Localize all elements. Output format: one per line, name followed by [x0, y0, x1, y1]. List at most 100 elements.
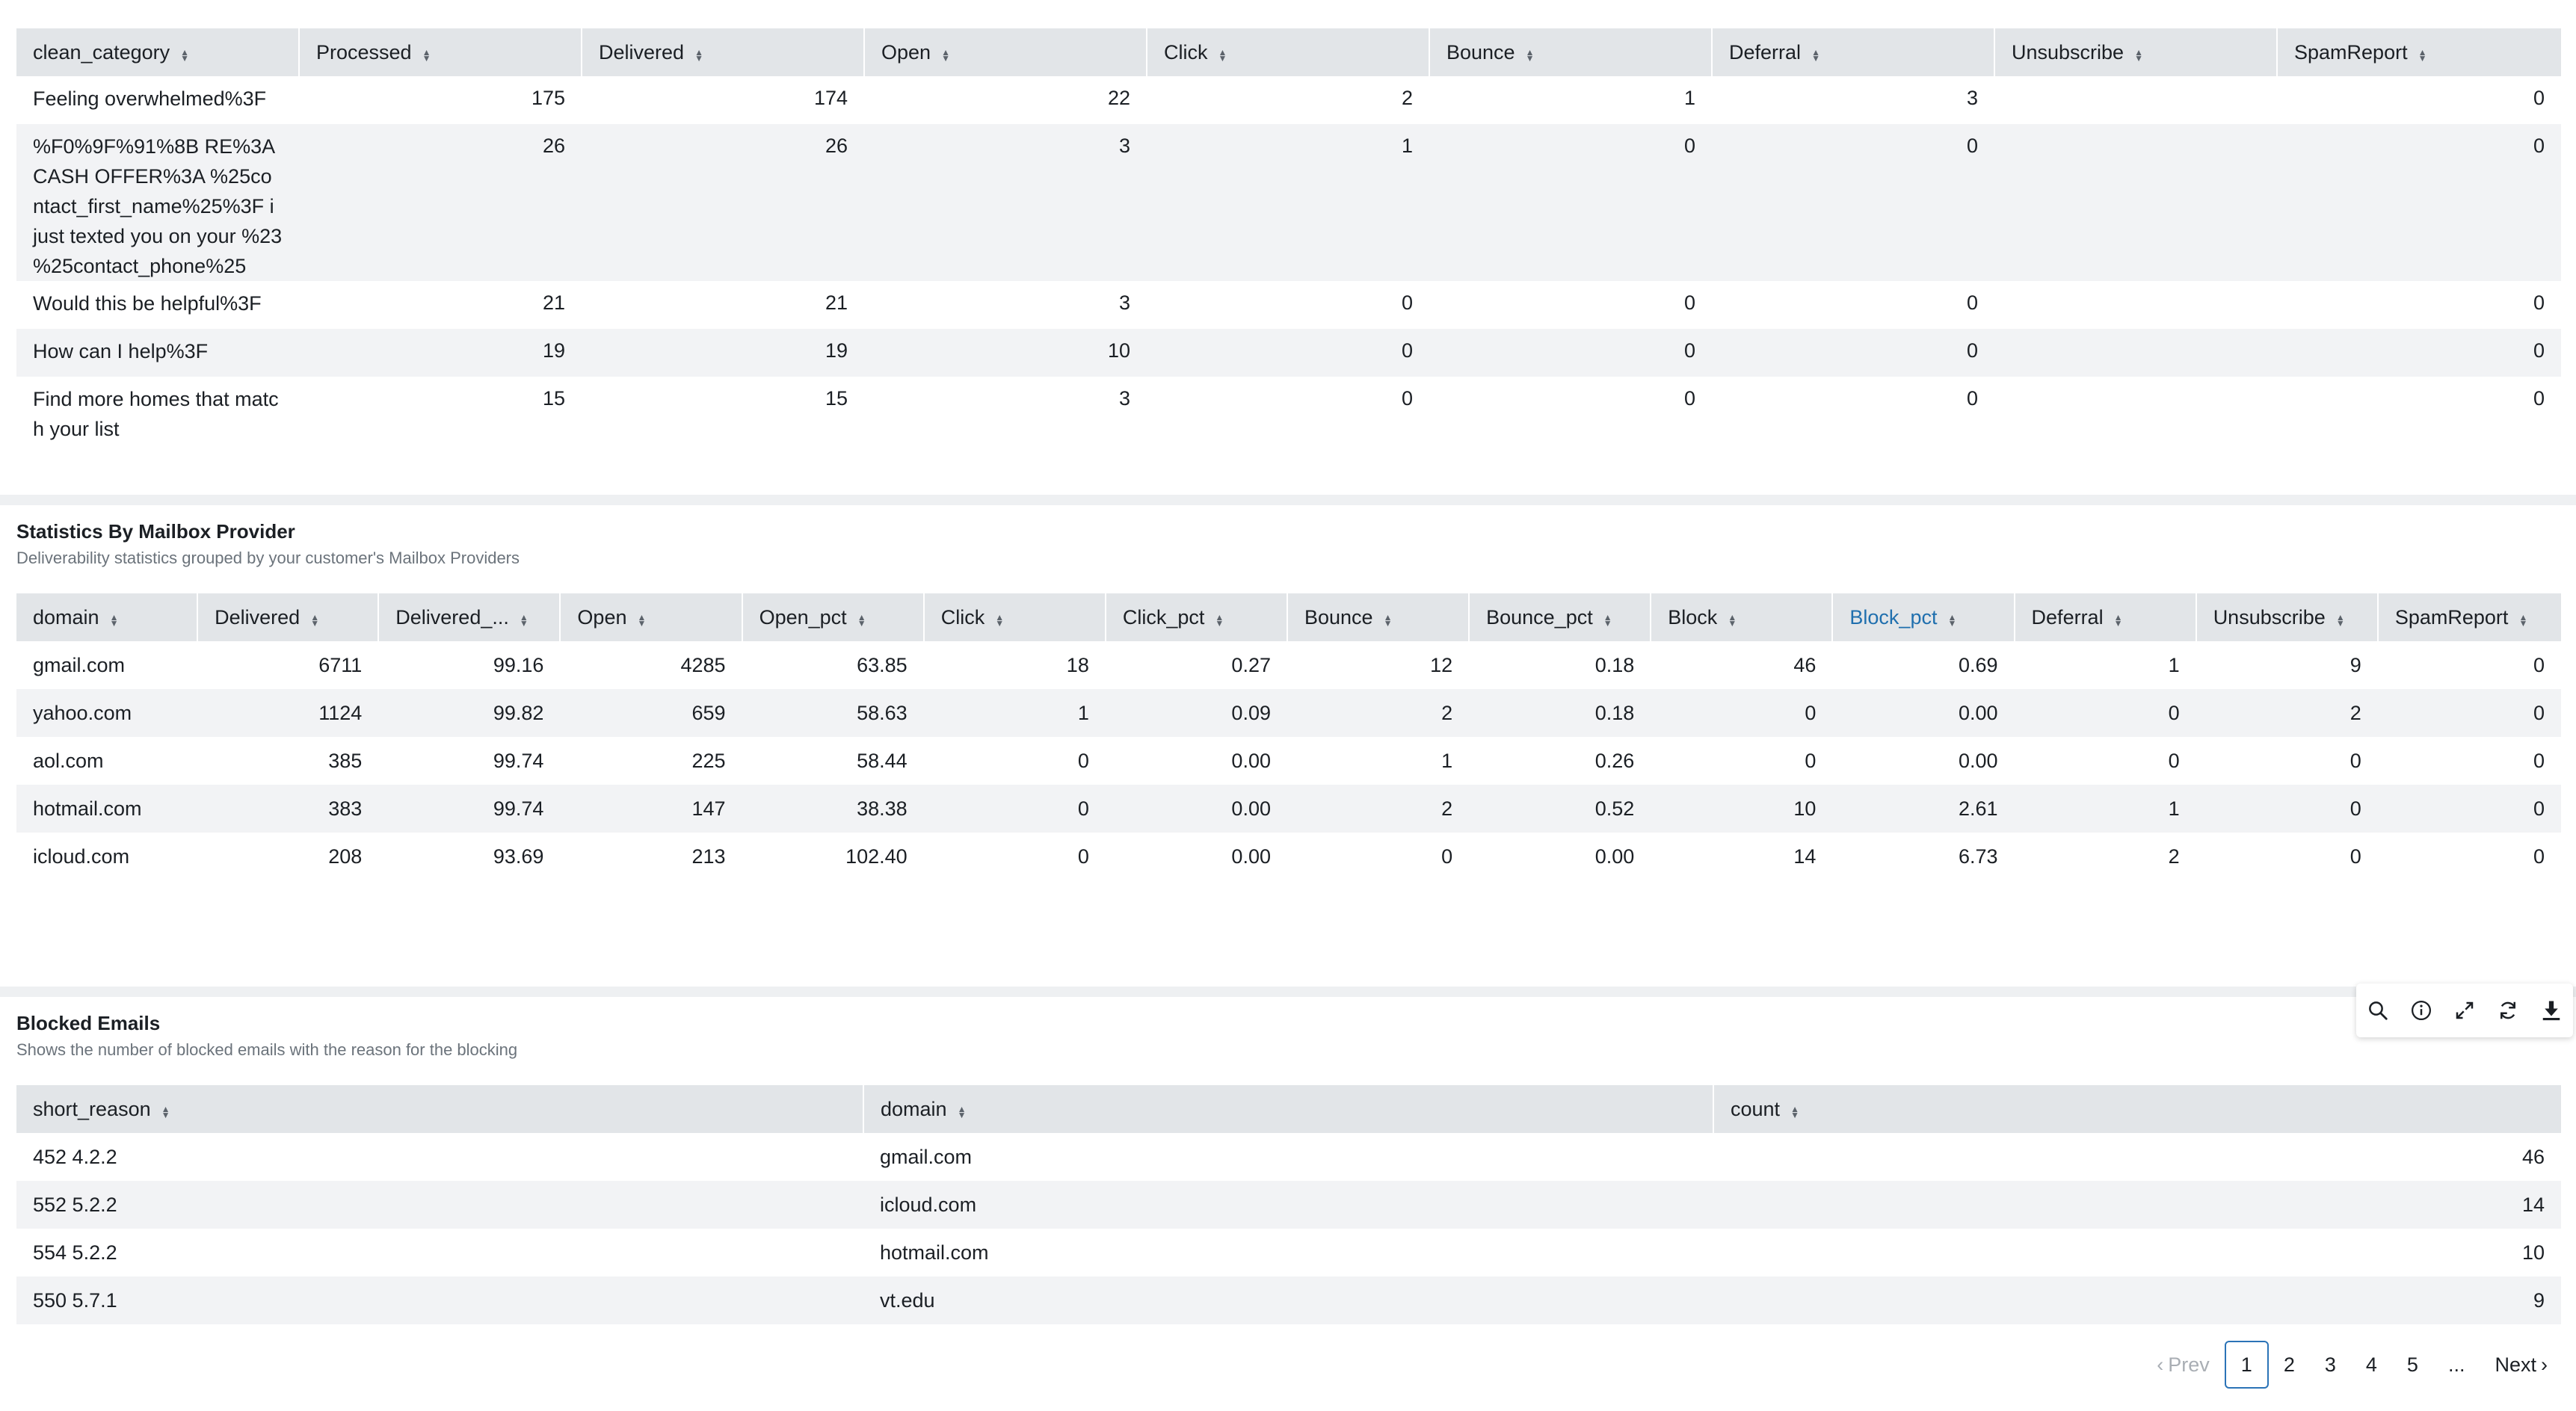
sort-icon[interactable]: ▲▼	[2518, 612, 2529, 625]
column-header-bounce-pct[interactable]: Bounce_pct ▲▼	[1469, 593, 1652, 641]
sort-icon[interactable]: ▲▼	[1811, 47, 1822, 60]
table-cell: 550 5.7.1	[16, 1276, 863, 1324]
column-header-open[interactable]: Open ▲▼	[864, 28, 1147, 76]
column-header-label: short_reason	[33, 1097, 151, 1120]
sort-icon[interactable]: ▲▼	[2417, 47, 2428, 60]
table-cell: 21	[825, 291, 848, 314]
table-cell: %F0%9F%91%8B RE%3A CASH OFFER%3A %25cont…	[16, 124, 299, 281]
column-header-delivered[interactable]: Delivered ▲▼	[582, 28, 865, 76]
table-cell	[1994, 281, 2277, 329]
column-header-unsubscribe[interactable]: Unsubscribe ▲▼	[1994, 28, 2278, 76]
table-cell: 0	[1683, 291, 1695, 314]
column-header-click[interactable]: Click ▲▼	[1147, 28, 1430, 76]
sort-icon[interactable]: ▲▼	[636, 612, 647, 625]
table-cell: 0	[2196, 785, 2378, 833]
column-header-processed[interactable]: Processed ▲▼	[299, 28, 582, 76]
sort-icon[interactable]: ▲▼	[1727, 612, 1738, 625]
sort-icon[interactable]: ▲▼	[1214, 612, 1225, 625]
column-header-domain[interactable]: domain ▲▼	[16, 593, 199, 641]
column-header-delivered[interactable]: Delivered_... ▲▼	[378, 593, 561, 641]
refresh-icon[interactable]	[2493, 995, 2523, 1025]
sort-icon[interactable]: ▲▼	[694, 47, 705, 60]
column-header-block[interactable]: Block ▲▼	[1651, 593, 1834, 641]
table-row: icloud.com 208 93.69 213 102.40 0 0.00 0 0.00 14 6…	[16, 833, 2561, 880]
table-cell: 99.74	[493, 749, 544, 772]
sort-icon[interactable]: ▲▼	[421, 47, 432, 60]
table-cell: 0	[2533, 749, 2545, 772]
column-header-label: domain	[33, 605, 99, 629]
table-row: 552 5.2.2 icloud.com 14	[16, 1181, 2561, 1229]
prev-label: Prev	[2168, 1353, 2210, 1376]
column-header-short-reason[interactable]: short_reason ▲▼	[16, 1085, 864, 1133]
column-header-domain[interactable]: domain ▲▼	[863, 1085, 1714, 1133]
sort-icon[interactable]: ▲▼	[994, 612, 1005, 625]
page-button-3[interactable]: 3	[2324, 1353, 2336, 1376]
table-cell: 208	[328, 845, 363, 868]
search-icon[interactable]	[2363, 995, 2393, 1025]
sort-icon[interactable]: ▲▼	[160, 1104, 171, 1117]
pagination: ‹ Prev 1 2 3 4 5 ... Next ›	[2142, 1341, 2563, 1389]
prev-page-button[interactable]: ‹ Prev	[2142, 1342, 2225, 1387]
table-cell: 102.40	[845, 845, 908, 868]
column-header-open-pct[interactable]: Open_pct ▲▼	[742, 593, 925, 641]
sort-icon[interactable]: ▲▼	[2113, 612, 2124, 625]
sort-icon[interactable]: ▲▼	[108, 612, 120, 625]
column-header-open[interactable]: Open ▲▼	[560, 593, 743, 641]
sort-icon[interactable]: ▲▼	[940, 47, 952, 60]
sort-icon[interactable]: ▲▼	[1524, 47, 1535, 60]
column-header-deferral[interactable]: Deferral ▲▼	[1712, 28, 1995, 76]
table-cell: 0	[1966, 291, 1978, 314]
table-cell: 0	[1712, 329, 1994, 377]
column-header-unsubscribe[interactable]: Unsubscribe ▲▼	[2196, 593, 2379, 641]
table-cell	[1994, 76, 2277, 124]
column-header-count[interactable]: count ▲▼	[1713, 1085, 2561, 1133]
sort-icon[interactable]: ▲▼	[518, 612, 529, 625]
sort-icon[interactable]: ▲▼	[179, 47, 191, 60]
download-icon[interactable]	[2536, 995, 2566, 1025]
sort-icon[interactable]: ▲▼	[856, 612, 867, 625]
sort-icon[interactable]: ▲▼	[309, 612, 321, 625]
column-header-click[interactable]: Click ▲▼	[923, 593, 1106, 641]
column-header-delivered[interactable]: Delivered ▲▼	[197, 593, 380, 641]
page-button-1[interactable]: 1	[2224, 1341, 2269, 1389]
sort-icon[interactable]: ▲▼	[1217, 47, 1228, 60]
table-cell	[1994, 124, 2277, 281]
table-cell: 0.18	[1594, 653, 1635, 676]
column-header-spamreport[interactable]: SpamReport ▲▼	[2377, 593, 2561, 641]
next-page-button[interactable]: Next ›	[2480, 1342, 2563, 1387]
sort-icon[interactable]: ▲▼	[1947, 612, 1958, 625]
table-cell: 0.00	[1958, 749, 1998, 772]
category-stats-panel: clean_category ▲▼ Processed ▲▼ Delivered ▲▼ Op…	[0, 0, 2576, 495]
column-header-label: Bounce	[1304, 605, 1373, 629]
table-cell: 213	[691, 845, 726, 868]
column-header-label: Bounce	[1446, 40, 1515, 64]
table-cell: 0	[1712, 124, 1994, 281]
column-header-deferral[interactable]: Deferral ▲▼	[2014, 593, 2197, 641]
sort-icon[interactable]: ▲▼	[1790, 1104, 1801, 1117]
panel-title: Blocked Emails	[16, 1012, 161, 1034]
sort-icon[interactable]: ▲▼	[2335, 612, 2346, 625]
table-cell: 1	[2168, 653, 2180, 676]
column-header-block-pct[interactable]: Block_pct ▲▼	[1832, 593, 2015, 641]
table-row: 550 5.7.1 vt.edu 9	[16, 1276, 2561, 1324]
table-cell: 0.52	[1469, 785, 1651, 833]
info-icon[interactable]	[2406, 995, 2436, 1025]
column-header-bounce[interactable]: Bounce ▲▼	[1429, 28, 1713, 76]
column-header-spamreport[interactable]: SpamReport ▲▼	[2277, 28, 2561, 76]
column-header-clean-category[interactable]: clean_category ▲▼	[16, 28, 300, 76]
table-cell: 0	[1966, 387, 1978, 410]
page-button-5[interactable]: 5	[2406, 1353, 2418, 1376]
page-button-4[interactable]: 4	[2365, 1353, 2377, 1376]
table-cell: 0	[2377, 689, 2561, 737]
table-cell: 4285	[680, 653, 726, 676]
sort-icon[interactable]: ▲▼	[1382, 612, 1393, 625]
page-button-2[interactable]: 2	[2283, 1353, 2295, 1376]
sort-icon[interactable]: ▲▼	[956, 1104, 967, 1117]
column-header-click-pct[interactable]: Click_pct ▲▼	[1105, 593, 1288, 641]
column-header-label: count	[1731, 1097, 1781, 1120]
expand-icon[interactable]	[2450, 995, 2480, 1025]
sort-icon[interactable]: ▲▼	[1602, 612, 1613, 625]
sort-icon[interactable]: ▲▼	[2133, 47, 2145, 60]
table-row: %F0%9F%91%8B RE%3A CASH OFFER%3A %25cont…	[16, 124, 2561, 281]
column-header-bounce[interactable]: Bounce ▲▼	[1287, 593, 1470, 641]
